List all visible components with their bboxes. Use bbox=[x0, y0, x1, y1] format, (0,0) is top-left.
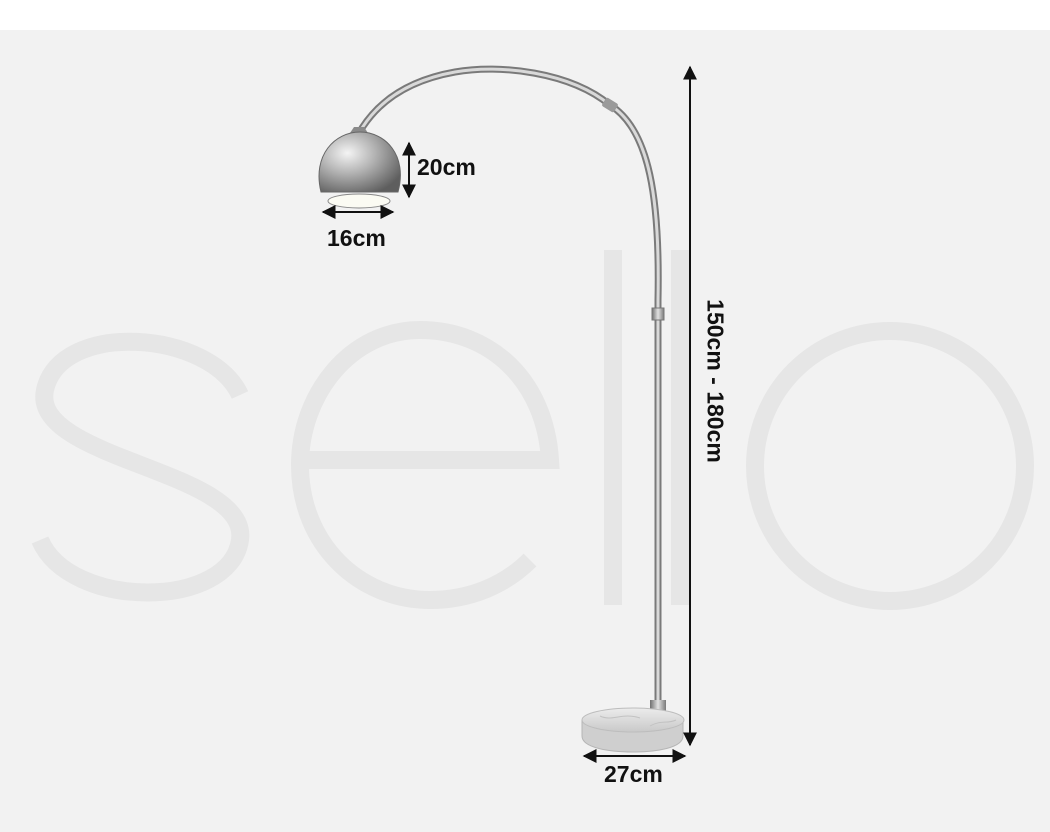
lamp-shade bbox=[318, 131, 401, 193]
base-width-label: 27cm bbox=[604, 761, 663, 787]
watermark-letter-e bbox=[290, 320, 560, 610]
shade-opening bbox=[327, 193, 391, 209]
overall-height-label: 150cm - 180cm bbox=[702, 299, 729, 463]
image-panel bbox=[0, 30, 1050, 832]
watermark-logo bbox=[31, 250, 1034, 610]
arc-joint bbox=[602, 97, 618, 113]
marble-veins bbox=[599, 715, 677, 727]
arc-floor-lamp-icon bbox=[318, 65, 685, 753]
shade-width-label: 16cm bbox=[327, 225, 386, 251]
dimension-lines bbox=[321, 65, 697, 763]
watermark-letter-s bbox=[31, 332, 250, 602]
telescopic-joint bbox=[651, 307, 665, 321]
watermark-letter-o bbox=[746, 322, 1034, 610]
shade-cap bbox=[350, 127, 368, 133]
shade-height-label: 20cm bbox=[417, 154, 476, 180]
lamp-pole-highlight bbox=[360, 67, 660, 717]
marble-base-top bbox=[581, 707, 685, 733]
